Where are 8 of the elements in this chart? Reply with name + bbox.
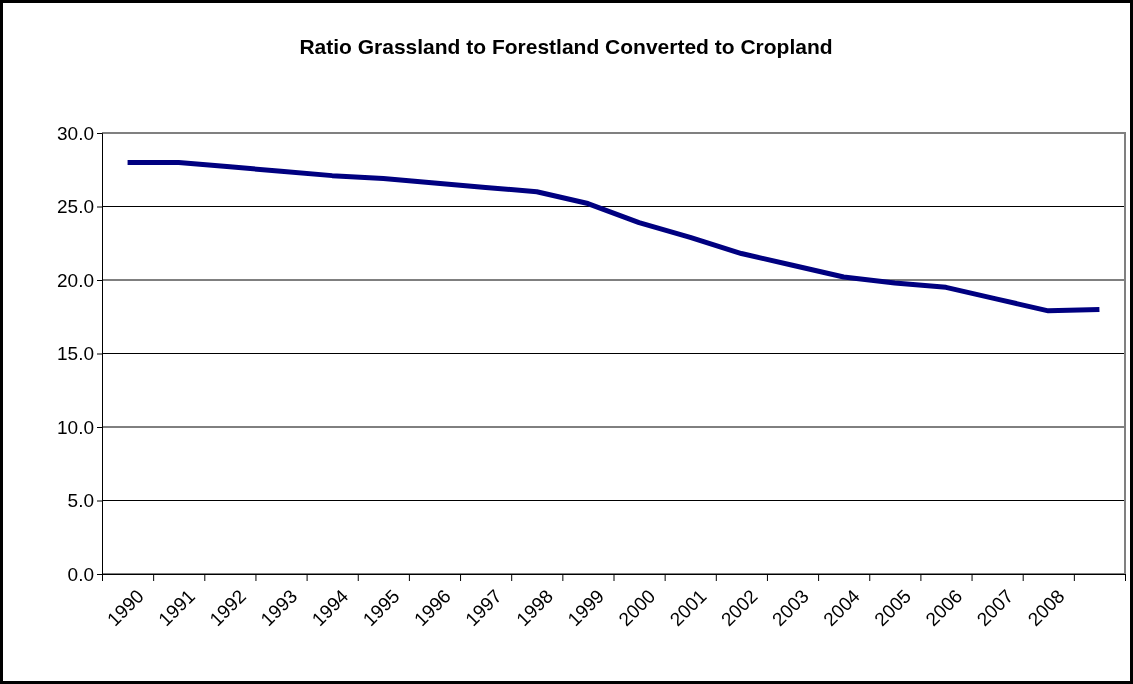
y-tick-label: 5.0 bbox=[67, 490, 94, 512]
y-tick-label: 0.0 bbox=[67, 563, 94, 585]
y-tick-label: 15.0 bbox=[57, 343, 94, 365]
y-tick-label: 25.0 bbox=[57, 196, 94, 218]
y-tick-label: 30.0 bbox=[57, 122, 94, 144]
y-tick-label: 10.0 bbox=[57, 416, 94, 438]
chart-title: Ratio Grassland to Forestland Converted to Cropland bbox=[299, 35, 833, 58]
y-tick-label: 20.0 bbox=[57, 269, 94, 291]
